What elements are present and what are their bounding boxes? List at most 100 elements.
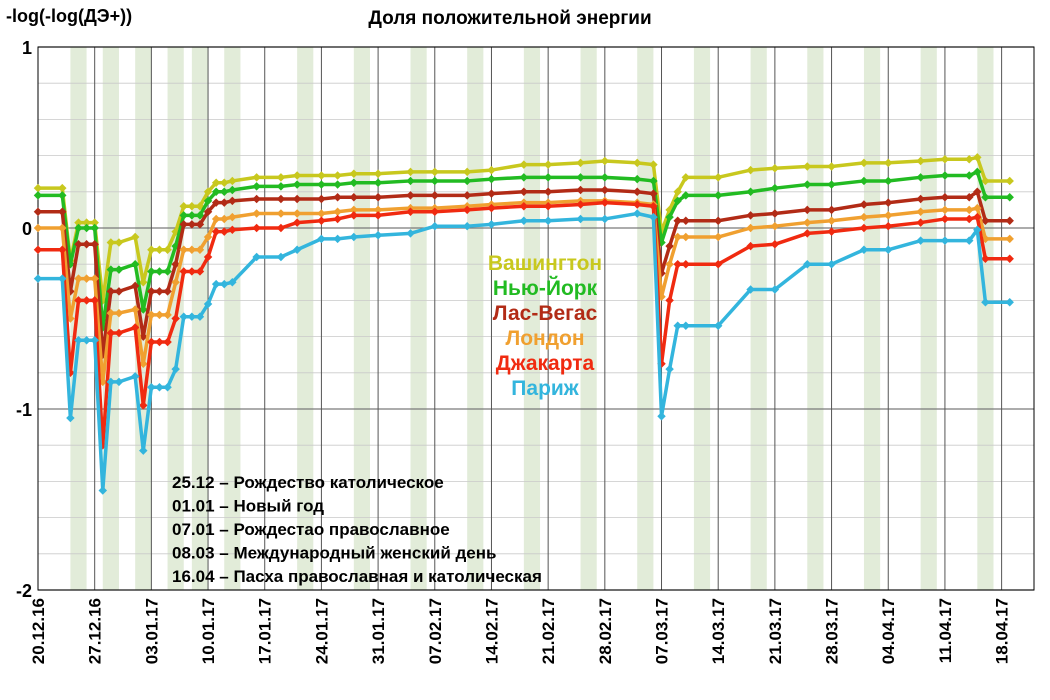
data-point [203,207,213,216]
data-point [130,232,140,242]
data-point [187,245,197,254]
data-point [187,267,197,276]
data-point [130,323,140,332]
data-point [187,312,197,321]
data-point [373,169,383,178]
x-tick-label: 03.01.17 [142,598,161,664]
data-point [203,232,213,242]
annotation-line: 25.12 – Рождество католическое [172,473,444,492]
x-tick-label: 28.03.17 [823,598,842,664]
data-point [211,187,221,197]
data-point [220,187,229,197]
data-point [665,259,674,269]
data-point [462,176,472,186]
data-point [713,259,723,269]
data-point [114,238,124,247]
legend-entry: Джакарта [496,352,595,375]
y-axis-label: -log(-log(ДЭ+)) [6,6,132,26]
x-tick-label: 31.01.17 [369,598,388,664]
annotation-line: 16.04 – Пасха православная и католическа… [172,567,542,586]
data-point [681,216,691,226]
data-point [373,192,383,202]
data-point [1005,176,1014,186]
annotations: 25.12 – Рождество католическое 01.01 – Но… [172,473,542,586]
data-point [462,221,472,231]
weekend-band [580,47,597,590]
y-tick-labels: 1 0 -1 -2 [16,38,32,601]
data-point [292,209,302,218]
data-point [827,180,836,189]
data-point [349,232,359,242]
weekend-band [920,47,937,590]
data-point [940,171,950,180]
data-point [147,287,156,296]
legend-entry: Лас-Вегас [493,302,598,325]
data-point [130,259,140,269]
data-point [657,411,666,421]
data-point [171,278,180,287]
data-point [276,182,286,191]
data-point [211,198,221,207]
data-point [317,171,326,180]
data-point [487,220,496,229]
data-point [827,259,836,269]
data-point [487,174,496,184]
data-point [884,211,893,220]
legend-entry: Нью-Йорк [493,276,598,300]
y-tick-label: -1 [16,400,32,420]
data-point [33,274,43,283]
data-point [195,245,205,254]
series-line [38,199,1010,384]
y-tick-label: 0 [22,219,32,239]
data-point [90,335,99,345]
data-point [543,160,553,169]
data-point [114,328,124,338]
data-point [228,278,237,287]
x-tick-label: 21.03.17 [766,598,785,664]
data-point [90,218,99,227]
data-point [543,187,553,197]
weekend-band [135,47,152,590]
legend-entry: Лондон [505,327,584,350]
data-point [74,218,83,227]
data-point [82,223,91,233]
x-tick-label: 18.04.17 [993,598,1012,664]
data-point [292,245,302,254]
data-point [317,234,326,244]
data-point [770,240,780,249]
data-point [373,178,383,187]
data-point [220,198,229,207]
data-point [276,223,286,233]
data-point [228,185,237,195]
data-point [713,173,723,182]
x-tick-label: 04.04.17 [879,598,898,664]
data-point [130,305,140,314]
data-point [228,225,237,235]
data-point [252,173,261,182]
data-point [90,274,99,283]
data-point [163,267,172,276]
data-point [770,209,780,218]
data-point [462,205,472,215]
data-point [90,240,99,249]
data-point [130,372,140,381]
data-point [195,220,205,229]
data-point [884,221,893,231]
x-tick-label: 24.01.17 [312,598,331,664]
data-point [220,214,229,224]
data-point [665,296,674,305]
data-point [884,158,893,168]
plot-frame [37,46,1035,591]
data-point [163,383,172,392]
data-point [600,185,610,195]
data-point [155,310,164,320]
data-point [770,164,780,173]
data-point [220,227,229,236]
data-point [292,180,302,189]
y-tick-label: -2 [16,581,32,601]
data-point [964,154,974,164]
data-point [292,218,302,227]
data-point [179,267,188,276]
data-point [317,216,326,226]
data-point [349,205,359,215]
